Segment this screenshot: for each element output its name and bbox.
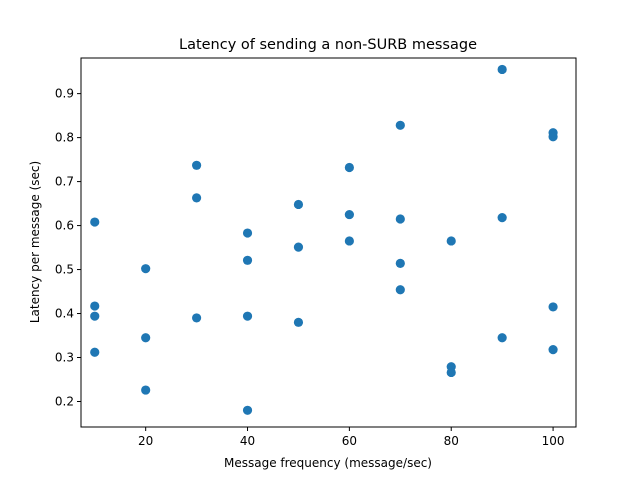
y-tick-label: 0.2	[55, 394, 74, 408]
y-tick-label: 0.3	[55, 351, 74, 365]
data-point	[90, 301, 100, 311]
x-tick-label: 100	[542, 434, 565, 448]
data-point	[90, 347, 100, 357]
x-tick-label: 20	[138, 434, 153, 448]
y-tick-label: 0.8	[55, 131, 74, 145]
data-point	[395, 120, 405, 130]
data-point	[242, 405, 253, 415]
data-point	[293, 242, 304, 252]
y-tick-label: 0.6	[55, 219, 74, 233]
chart-title: Latency of sending a non-SURB message	[179, 37, 477, 53]
y-tick-label: 0.5	[55, 263, 74, 277]
data-point	[446, 236, 456, 246]
x-tick-label: 80	[444, 434, 459, 448]
data-point	[344, 162, 354, 173]
data-point	[90, 217, 100, 227]
data-point	[242, 228, 253, 238]
x-tick-label: 60	[342, 434, 357, 448]
data-point	[548, 302, 558, 312]
y-tick-label: 0.9	[55, 87, 74, 101]
data-point	[395, 285, 405, 295]
data-point	[395, 214, 405, 224]
data-point	[293, 317, 304, 327]
x-axis-label: Message frequency (message/sec)	[224, 456, 432, 470]
data-point	[141, 264, 151, 274]
data-point	[90, 311, 100, 321]
data-point	[141, 385, 151, 395]
data-point	[293, 199, 304, 210]
data-point	[242, 255, 253, 265]
data-point	[141, 333, 151, 343]
y-axis-label: Latency per message (sec)	[28, 161, 42, 323]
data-point	[192, 313, 202, 323]
data-point	[497, 333, 507, 343]
data-point	[192, 193, 202, 203]
x-tick-label: 40	[240, 434, 255, 448]
data-point	[344, 209, 354, 220]
data-point	[548, 344, 558, 355]
y-tick-label: 0.7	[55, 175, 74, 189]
data-point	[497, 213, 507, 223]
data-point	[497, 64, 507, 75]
data-point	[344, 236, 354, 246]
y-tick-label: 0.4	[55, 307, 74, 321]
plot-frame	[80, 57, 577, 428]
data-point	[242, 311, 253, 321]
data-point	[446, 367, 456, 378]
data-point	[395, 258, 405, 268]
data-point	[548, 132, 558, 142]
data-point	[192, 160, 202, 170]
plot-area: 20 40 60 80 100 0.2 0.3 0.4 0.5 0.6 0.7 0.8 0.9	[55, 57, 577, 448]
